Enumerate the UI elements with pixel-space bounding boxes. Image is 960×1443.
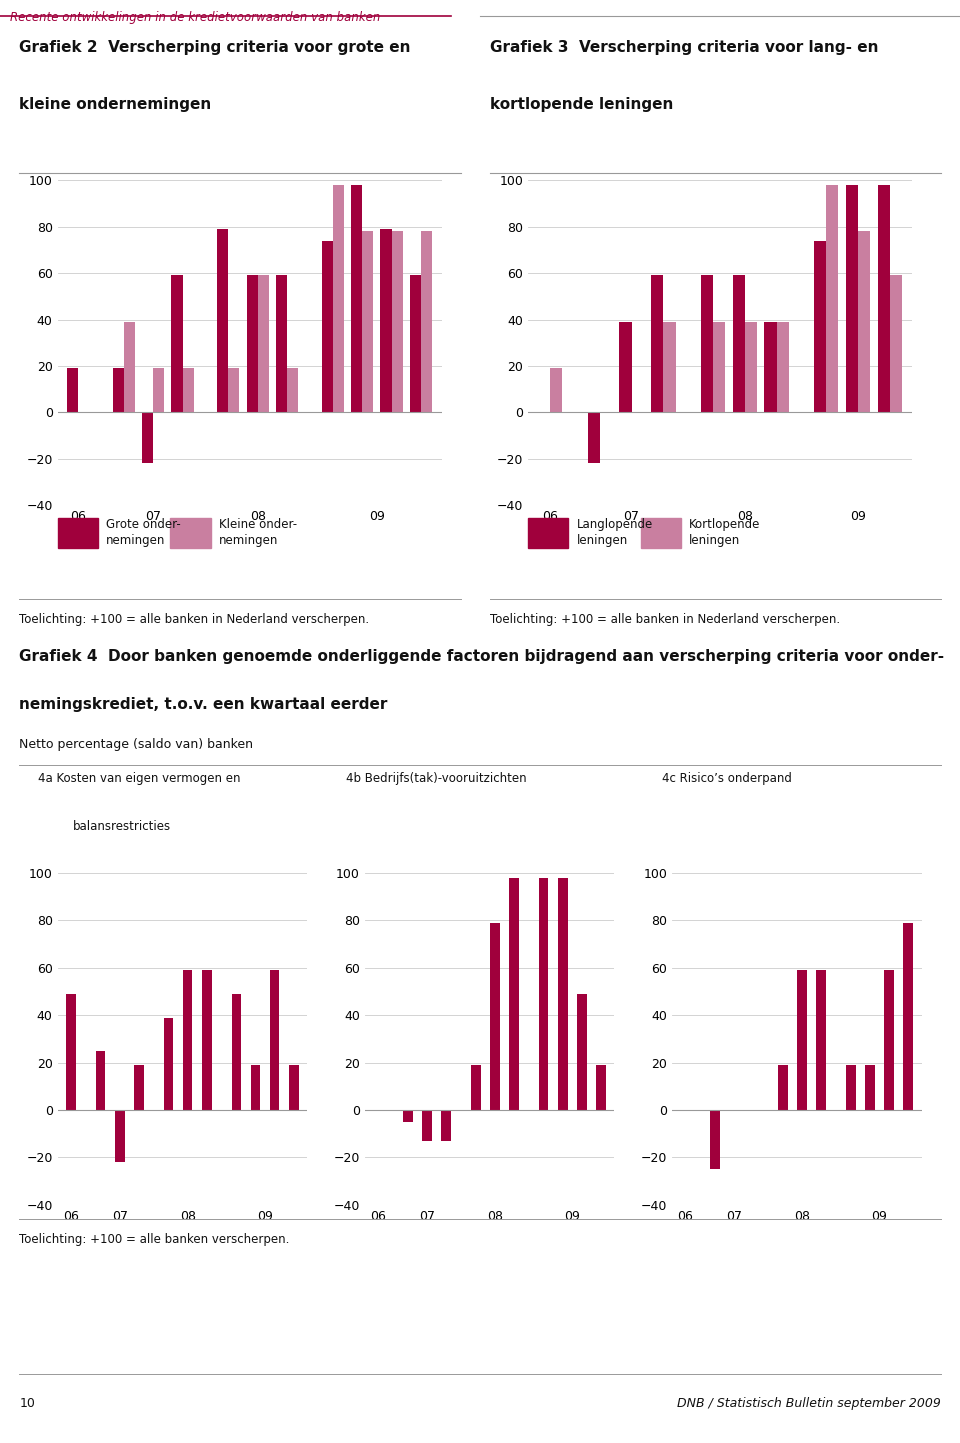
Bar [67,368,78,413]
Bar [231,994,241,1110]
Bar [276,276,287,413]
Bar [903,924,913,1110]
Bar [877,185,890,413]
Bar [251,1065,260,1110]
Bar [202,970,211,1110]
Text: 4b Bedrijfs(tak)-vooruitzichten: 4b Bedrijfs(tak)-vooruitzichten [346,772,526,785]
Bar [182,368,194,413]
Text: kleine ondernemingen: kleine ondernemingen [19,97,211,113]
Bar [550,368,563,413]
Text: Kortlopende
leningen: Kortlopende leningen [689,518,760,547]
Text: Kleine onder-
nemingen: Kleine onder- nemingen [219,518,297,547]
Bar [619,322,632,413]
Bar [362,231,373,413]
Bar [442,1110,451,1141]
Text: Grafiek 4  Door banken genoemde onderliggende factoren bijdragend aan verscherpi: Grafiek 4 Door banken genoemde onderligg… [19,649,945,664]
Bar [641,518,682,548]
Bar [422,1110,432,1141]
Bar [58,518,98,548]
Bar [410,276,421,413]
Bar [651,276,663,413]
Bar [816,970,826,1110]
Bar [858,231,870,413]
Bar [865,1065,875,1110]
Bar [539,877,548,1110]
Bar [663,322,676,413]
Bar [732,276,745,413]
Bar [96,1051,106,1110]
Bar [596,1065,606,1110]
Bar [287,368,299,413]
Bar [777,322,789,413]
Text: 4c Risico’s onderpand: 4c Risico’s onderpand [662,772,792,785]
Bar [884,970,894,1110]
Bar [846,185,858,413]
Bar [779,1065,788,1110]
Bar [270,970,279,1110]
Text: Grafiek 2  Verscherping criteria voor grote en: Grafiek 2 Verscherping criteria voor gro… [19,40,411,55]
Bar [322,241,333,413]
Text: kortlopende leningen: kortlopende leningen [490,97,673,113]
Bar [764,322,777,413]
Bar [528,518,568,548]
Bar [172,276,182,413]
Bar [333,185,344,413]
Text: Toelichting: +100 = alle banken in Nederland verscherpen.: Toelichting: +100 = alle banken in Neder… [19,612,370,626]
Bar [797,970,806,1110]
Text: Toelichting: +100 = alle banken verscherpen.: Toelichting: +100 = alle banken verscher… [19,1232,290,1247]
Bar [380,229,392,413]
Bar [154,368,164,413]
Text: balansrestricties: balansrestricties [73,820,172,833]
Text: 10: 10 [19,1397,36,1410]
Bar [124,322,135,413]
Bar [713,322,725,413]
Bar [351,185,362,413]
Bar [217,229,228,413]
Bar [403,1110,413,1123]
Bar [228,368,239,413]
Text: 4a Kosten van eigen vermogen en: 4a Kosten van eigen vermogen en [38,772,241,785]
Bar [134,1065,144,1110]
Bar [471,1065,481,1110]
Bar [164,1017,174,1110]
Bar [814,241,826,413]
Bar [577,994,587,1110]
Bar [289,1065,299,1110]
Text: nemingskrediet, t.o.v. een kwartaal eerder: nemingskrediet, t.o.v. een kwartaal eerd… [19,697,388,711]
Bar [509,877,518,1110]
Bar [257,276,269,413]
Text: Grote onder-
nemingen: Grote onder- nemingen [106,518,180,547]
Text: Grafiek 3  Verscherping criteria voor lang- en: Grafiek 3 Verscherping criteria voor lan… [490,40,878,55]
Bar [588,413,600,463]
Bar [392,231,403,413]
Bar [710,1110,720,1169]
Text: DNB / Statistisch Bulletin september 2009: DNB / Statistisch Bulletin september 200… [677,1397,941,1410]
Bar [826,185,838,413]
Text: Netto percentage (saldo van) banken: Netto percentage (saldo van) banken [19,737,253,750]
Bar [701,276,713,413]
Bar [490,924,499,1110]
Bar [112,368,124,413]
Bar [171,518,211,548]
Bar [247,276,257,413]
Bar [846,1065,855,1110]
Text: Toelichting: +100 = alle banken in Nederland verscherpen.: Toelichting: +100 = alle banken in Neder… [490,612,840,626]
Bar [182,970,192,1110]
Bar [66,994,76,1110]
Bar [558,877,567,1110]
Bar [890,276,901,413]
Bar [421,231,432,413]
Bar [745,322,756,413]
Bar [115,1110,125,1162]
Text: Langlopende
leningen: Langlopende leningen [576,518,653,547]
Bar [142,413,154,463]
Text: Recente ontwikkelingen in de kredietvoorwaarden van banken: Recente ontwikkelingen in de kredietvoor… [10,10,380,25]
